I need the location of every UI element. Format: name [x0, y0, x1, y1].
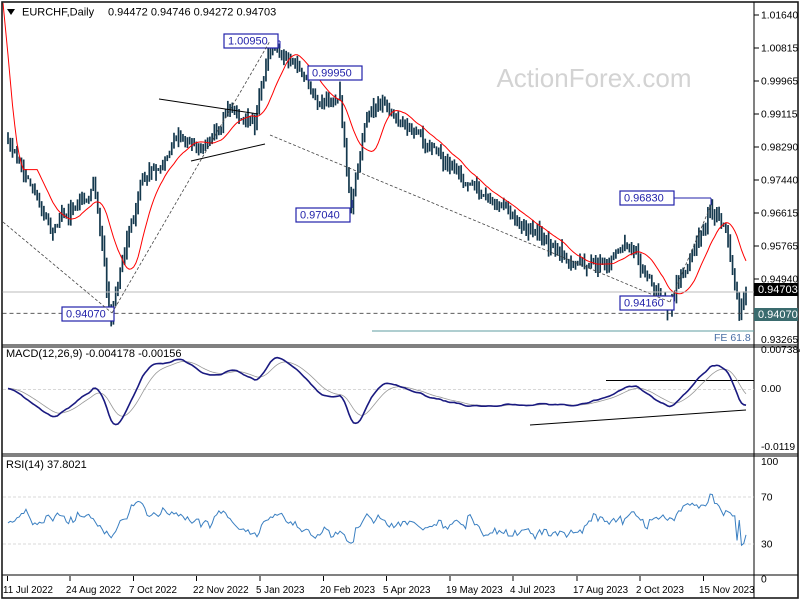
svg-text:70: 70 [761, 493, 773, 504]
svg-text:0.98290: 0.98290 [761, 143, 798, 154]
svg-text:0.94160: 0.94160 [624, 298, 664, 310]
svg-text:-0.0119: -0.0119 [761, 442, 795, 453]
svg-text:11 Jul 2022: 11 Jul 2022 [3, 585, 53, 596]
svg-text:0.96830: 0.96830 [624, 193, 664, 205]
svg-text:24 Aug 2022: 24 Aug 2022 [66, 585, 121, 596]
svg-text:100: 100 [761, 457, 778, 468]
svg-text:0: 0 [761, 575, 767, 586]
svg-text:22 Nov 2022: 22 Nov 2022 [193, 585, 249, 596]
svg-text:1.00950: 1.00950 [228, 36, 268, 48]
svg-text:0.00: 0.00 [761, 384, 781, 395]
svg-text:0.97040: 0.97040 [300, 210, 340, 222]
svg-text:0.94703: 0.94703 [758, 284, 798, 296]
svg-text:0.96615: 0.96615 [761, 209, 798, 220]
svg-text:20 Feb 2023: 20 Feb 2023 [320, 585, 376, 596]
svg-text:EURCHF,Daily: EURCHF,Daily [22, 7, 95, 19]
svg-text:7 Oct 2022: 7 Oct 2022 [129, 585, 177, 596]
svg-text:0.007384: 0.007384 [761, 345, 800, 356]
svg-text:0.99965: 0.99965 [761, 77, 798, 88]
svg-text:FE 61.8: FE 61.8 [714, 332, 751, 344]
svg-text:5 Jan 2023: 5 Jan 2023 [256, 585, 305, 596]
svg-text:0.95765: 0.95765 [761, 242, 798, 253]
svg-text:1.00815: 1.00815 [761, 44, 798, 55]
svg-text:19 May 2023: 19 May 2023 [446, 585, 503, 596]
svg-text:MACD(12,26,9) -0.004178 -0.001: MACD(12,26,9) -0.004178 -0.00156 [6, 348, 182, 360]
svg-text:0.94472 0.94746 0.94272 0.9470: 0.94472 0.94746 0.94272 0.94703 [108, 7, 276, 19]
svg-text:ActionForex.com: ActionForex.com [496, 63, 691, 93]
svg-text:0.99950: 0.99950 [312, 68, 352, 80]
svg-text:4 Jul 2023: 4 Jul 2023 [510, 585, 556, 596]
svg-text:5 Apr 2023: 5 Apr 2023 [383, 585, 431, 596]
svg-text:1.01640: 1.01640 [761, 11, 798, 22]
svg-text:0.94070: 0.94070 [758, 309, 798, 321]
svg-text:0.94070: 0.94070 [66, 309, 106, 321]
svg-text:0.99115: 0.99115 [761, 110, 798, 121]
svg-text:RSI(14) 37.8021: RSI(14) 37.8021 [6, 459, 87, 471]
svg-text:17 Aug 2023: 17 Aug 2023 [573, 585, 629, 596]
svg-text:30: 30 [761, 540, 773, 551]
svg-text:15 Nov 2023: 15 Nov 2023 [699, 585, 755, 596]
svg-text:2 Oct 2023: 2 Oct 2023 [636, 585, 684, 596]
svg-text:0.97440: 0.97440 [761, 176, 798, 187]
